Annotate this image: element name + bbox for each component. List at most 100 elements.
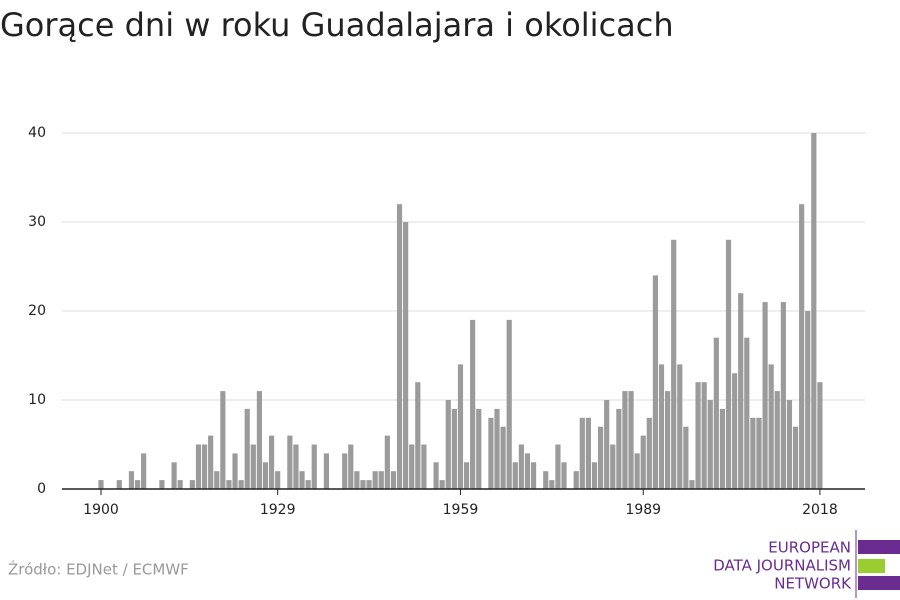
bar — [415, 382, 421, 489]
bar — [646, 417, 652, 489]
x-tick-label: 1989 — [625, 502, 661, 518]
bar — [786, 400, 793, 489]
bar — [220, 391, 226, 489]
bar — [811, 133, 817, 489]
bar — [348, 444, 354, 489]
bar — [756, 417, 762, 489]
bar — [585, 417, 591, 489]
bar — [323, 453, 330, 489]
bar — [159, 480, 165, 489]
bar — [579, 417, 585, 489]
bar — [518, 444, 524, 489]
bar — [305, 480, 311, 489]
bar — [226, 480, 232, 489]
bar — [372, 471, 378, 489]
bar — [299, 471, 305, 489]
bar — [457, 364, 464, 489]
bar — [610, 444, 616, 489]
bar — [421, 444, 427, 489]
bar — [640, 435, 646, 489]
bar — [683, 426, 689, 489]
bar — [433, 462, 439, 489]
bar — [719, 408, 726, 489]
bar — [701, 382, 707, 489]
bar — [141, 453, 147, 489]
bar — [707, 400, 713, 489]
bar — [799, 204, 805, 489]
bar — [695, 382, 701, 489]
bar — [665, 391, 671, 489]
bar — [378, 471, 384, 489]
bar — [171, 462, 177, 489]
y-tick-label: 10 — [28, 392, 46, 408]
logo-text: EUROPEAN — [768, 539, 851, 557]
bar — [628, 391, 634, 489]
bar — [671, 239, 677, 489]
bar — [195, 444, 202, 489]
bar — [201, 444, 208, 489]
bar — [634, 453, 640, 489]
logo-bar — [858, 576, 900, 590]
bar — [116, 480, 122, 489]
bar — [409, 444, 415, 489]
bar — [128, 471, 135, 489]
bar — [403, 222, 409, 489]
bar — [293, 444, 299, 489]
bar — [622, 391, 628, 489]
bar — [208, 435, 214, 489]
bar — [342, 453, 348, 489]
bar — [677, 364, 683, 489]
bar — [500, 426, 506, 489]
bar — [555, 444, 561, 489]
bar — [354, 471, 360, 489]
bar — [262, 462, 269, 489]
x-tick-label: 1959 — [443, 502, 479, 518]
bar — [268, 435, 275, 489]
bar — [713, 337, 719, 489]
bar — [244, 408, 250, 489]
bar — [287, 435, 293, 489]
x-tick-label: 2018 — [802, 502, 838, 518]
bar — [451, 408, 457, 489]
bar — [463, 462, 470, 489]
x-tick-label: 1900 — [83, 502, 119, 518]
bar — [768, 364, 774, 489]
bar — [616, 408, 622, 489]
bar — [817, 382, 823, 489]
bar — [738, 293, 744, 489]
logo-text: DATA JOURNALISM — [713, 557, 851, 575]
bar — [494, 408, 500, 489]
bar — [750, 417, 756, 489]
bar — [476, 408, 482, 489]
bar — [439, 480, 445, 489]
bar — [762, 302, 768, 489]
bar — [658, 364, 665, 489]
bar — [604, 400, 610, 489]
bar — [805, 311, 811, 489]
bar — [256, 391, 262, 489]
bar — [774, 391, 780, 489]
bar — [530, 462, 537, 489]
bar — [725, 239, 732, 489]
bar — [250, 444, 256, 489]
bar — [597, 426, 604, 489]
bar — [561, 462, 567, 489]
bar — [311, 444, 317, 489]
bar — [470, 319, 476, 489]
bar — [573, 471, 579, 489]
bar — [524, 453, 531, 489]
bar — [488, 417, 494, 489]
bar — [177, 480, 183, 489]
bar — [780, 302, 786, 489]
bar — [732, 373, 738, 489]
logo-bar — [858, 559, 885, 573]
bar — [689, 480, 695, 489]
bar — [275, 471, 281, 489]
bar — [390, 471, 397, 489]
y-tick-label: 30 — [28, 214, 46, 230]
logo-text: NETWORK — [774, 575, 852, 593]
bar — [543, 471, 549, 489]
y-tick-label: 20 — [28, 303, 46, 319]
bar — [512, 462, 518, 489]
